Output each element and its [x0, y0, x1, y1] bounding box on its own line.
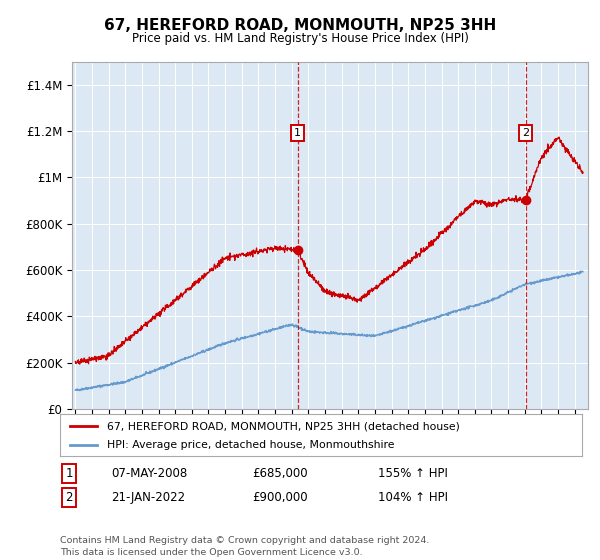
Text: 21-JAN-2022: 21-JAN-2022: [111, 491, 185, 504]
Text: 104% ↑ HPI: 104% ↑ HPI: [378, 491, 448, 504]
Text: £900,000: £900,000: [252, 491, 308, 504]
Text: 2: 2: [522, 128, 529, 138]
Text: 1: 1: [65, 466, 73, 480]
Text: 67, HEREFORD ROAD, MONMOUTH, NP25 3HH: 67, HEREFORD ROAD, MONMOUTH, NP25 3HH: [104, 18, 496, 32]
Text: 155% ↑ HPI: 155% ↑ HPI: [378, 466, 448, 480]
Text: 1: 1: [294, 128, 301, 138]
Text: £685,000: £685,000: [252, 466, 308, 480]
Text: HPI: Average price, detached house, Monmouthshire: HPI: Average price, detached house, Monm…: [107, 440, 394, 450]
Text: Contains HM Land Registry data © Crown copyright and database right 2024.
This d: Contains HM Land Registry data © Crown c…: [60, 536, 430, 557]
Text: Price paid vs. HM Land Registry's House Price Index (HPI): Price paid vs. HM Land Registry's House …: [131, 31, 469, 45]
Text: 07-MAY-2008: 07-MAY-2008: [111, 466, 187, 480]
Text: 2: 2: [65, 491, 73, 504]
Text: 67, HEREFORD ROAD, MONMOUTH, NP25 3HH (detached house): 67, HEREFORD ROAD, MONMOUTH, NP25 3HH (d…: [107, 421, 460, 431]
